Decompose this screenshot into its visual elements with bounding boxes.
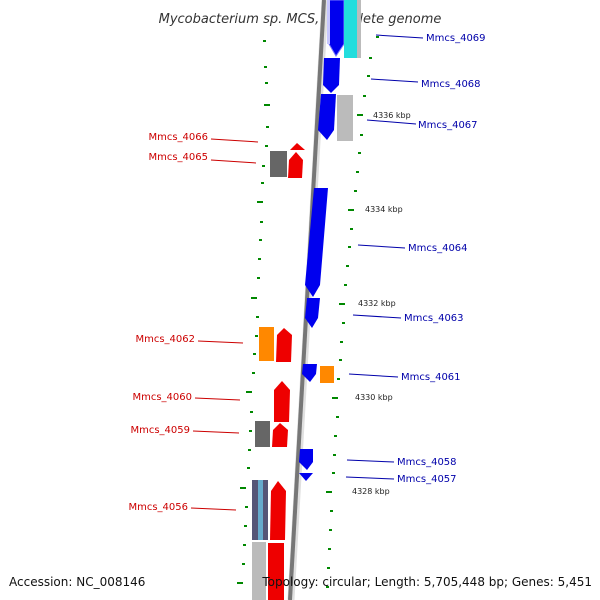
accession-text: Accession: NC_008146 [9,575,145,589]
gene-cyan-edge [357,0,361,58]
gene-label-4064[interactable]: Mmcs_4064 [408,243,468,254]
gene-4056-stripe [258,480,263,540]
gene-4058-arrow[interactable] [299,449,313,470]
gene-label-4056[interactable]: Mmcs_4056 [128,502,188,513]
leader-4062 [197,340,244,344]
gene-4069-highlight [327,0,330,44]
gene-label-4061[interactable]: Mmcs_4061 [401,372,461,383]
scale-ticks-outer [237,40,270,584]
gene-4067-gray[interactable] [337,95,353,141]
gene-label-4069[interactable]: Mmcs_4069 [426,33,486,44]
reverse-genes [252,143,305,600]
forward-genes [299,0,361,481]
leader-4057 [345,476,395,480]
leader-4061 [348,373,399,378]
scale-label-4336: 4336 kbp [373,111,411,120]
map-title: Mycobacterium sp. MCS, complete genome [159,12,442,27]
scale-label-4332: 4332 kbp [358,299,396,308]
leader-4063 [352,314,402,319]
leader-4056 [190,507,237,511]
gene-label-4065[interactable]: Mmcs_4065 [148,152,208,163]
gene-gray-bottom[interactable] [252,542,266,600]
scale-label-4334: 4334 kbp [365,205,403,214]
leader-4067 [366,119,417,125]
gene-4062-arrow[interactable] [276,328,292,362]
gene-4065-arrow[interactable] [288,152,303,178]
gene-4067-arrow[interactable] [318,94,336,140]
gene-label-4062[interactable]: Mmcs_4062 [135,334,195,345]
leader-4068 [370,78,419,83]
gene-label-4058[interactable]: Mmcs_4058 [397,457,457,468]
leader-4066 [210,138,259,143]
gene-label-4060[interactable]: Mmcs_4060 [132,392,192,403]
gene-4069-arrow[interactable] [328,0,345,57]
scale-labels: 4336 kbp 4334 kbp 4332 kbp 4330 kbp 4328… [352,111,411,496]
gene-cyan-block[interactable] [344,0,360,58]
gene-label-4063[interactable]: Mmcs_4063 [404,313,464,324]
right-gene-labels: Mmcs_4069 Mmcs_4068 Mmcs_4067 Mmcs_4064 … [345,33,486,485]
gene-label-4067[interactable]: Mmcs_4067 [418,120,478,131]
gene-label-4059[interactable]: Mmcs_4059 [130,425,190,436]
scale-ticks-inner [326,36,379,588]
gene-4060-arrow[interactable] [274,381,290,422]
scale-label-4330: 4330 kbp [355,393,393,402]
gene-4057-arrow[interactable] [299,473,313,481]
gene-label-4066[interactable]: Mmcs_4066 [148,132,208,143]
leader-4069 [375,34,424,39]
gene-label-4068[interactable]: Mmcs_4068 [421,79,481,90]
gene-4063-arrow[interactable] [305,298,320,328]
leader-4058 [346,459,395,463]
scale-label-4328: 4328 kbp [352,487,390,496]
gene-red-bottom[interactable] [268,543,284,600]
leader-4065 [210,159,257,164]
leader-4059 [192,430,240,434]
gene-4068-arrow[interactable] [323,58,340,93]
gene-4061-orange[interactable] [320,366,334,383]
topology-text: Topology: circular; Length: 5,705,448 bp… [261,575,592,589]
gene-4056-arrow[interactable] [270,481,286,540]
left-gene-labels: Mmcs_4066 Mmcs_4065 Mmcs_4062 Mmcs_4060 … [128,132,259,513]
leader-4060 [194,397,241,401]
gene-4061-arrow[interactable] [302,364,317,382]
gene-label-4057[interactable]: Mmcs_4057 [397,474,457,485]
leader-4064 [357,244,406,249]
gene-4062-orange[interactable] [259,327,274,361]
gene-4059-gray[interactable] [255,421,270,447]
gene-4065-gray[interactable] [270,151,287,177]
gene-4059-arrow[interactable] [272,423,288,447]
gene-4064-arrow[interactable] [305,188,328,297]
gene-4066-arrow[interactable] [290,143,305,150]
